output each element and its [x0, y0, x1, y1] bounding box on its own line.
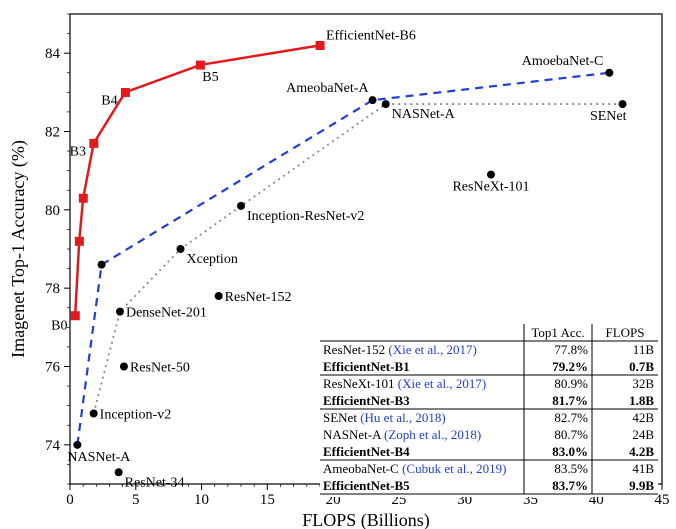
table-cell-acc: 79.2%	[552, 359, 588, 374]
point-Inception-v2	[90, 410, 98, 418]
point-SENet	[619, 100, 627, 108]
point-AmeobaNet-A	[369, 96, 377, 104]
x-axis-title: FLOPS (Billions)	[302, 510, 430, 529]
point-ResNet-152	[215, 292, 223, 300]
table-cell-flops: 41B	[632, 461, 654, 476]
table-cell-flops: 11B	[633, 342, 655, 357]
point-DenseNet-201	[116, 308, 124, 316]
svg-text:78: 78	[45, 281, 60, 297]
table-cell-acc: 83.7%	[552, 478, 588, 493]
point-label-ResNet-34: ResNet-34	[125, 475, 185, 490]
table-cell-flops: 4.2B	[629, 444, 654, 459]
point-Inception-ResNet-v2	[237, 202, 245, 210]
point-label-AmeobaNet-A: AmeobaNet-A	[286, 81, 369, 96]
point-B4	[121, 88, 129, 96]
svg-text:76: 76	[45, 360, 61, 376]
point-NASNet-A-large	[382, 100, 390, 108]
point-label-Inception-ResNet-v2: Inception-ResNet-v2	[247, 209, 364, 224]
svg-text:15: 15	[260, 492, 275, 508]
point-B6	[316, 41, 324, 49]
point-Xception	[177, 245, 185, 253]
table-cell-flops: 32B	[632, 376, 654, 391]
point-label-SENet: SENet	[590, 109, 627, 124]
point-label-Xception: Xception	[187, 252, 238, 267]
point-label-B6: EfficientNet-B6	[326, 28, 416, 43]
chart-container: 051015202530354045747678808284FLOPS (Bil…	[0, 0, 676, 529]
table-cell-name: EfficientNet-B5	[323, 478, 410, 493]
point-B2	[79, 194, 87, 202]
point-B1	[75, 237, 83, 245]
point-label-AmoebaNet-C: AmoebaNet-C	[522, 54, 604, 69]
table-cell-name: NASNet-A (Zoph et al., 2018)	[323, 427, 481, 442]
svg-text:10: 10	[194, 492, 209, 508]
point-ResNeXt-101	[487, 171, 495, 179]
svg-text:82: 82	[45, 125, 60, 141]
table-header-acc: Top1 Acc.	[531, 325, 584, 340]
point-B5	[196, 61, 204, 69]
table-cell-acc: 80.7%	[554, 427, 588, 442]
point-B0	[71, 312, 79, 320]
point-AmoebaNet-C	[605, 69, 613, 77]
point-label-DenseNet-201: DenseNet-201	[126, 306, 207, 321]
table-cell-name: SENet (Hu et al., 2018)	[323, 410, 446, 425]
point-ResNet-34	[115, 468, 123, 476]
table-cell-acc: 82.7%	[554, 410, 588, 425]
point-label-ResNeXt-101: ResNeXt-101	[452, 180, 529, 195]
y-axis-title: Imagenet Top-1 Accuracy (%)	[8, 140, 29, 358]
point-label-ResNet-50: ResNet-50	[130, 361, 190, 376]
svg-text:74: 74	[45, 438, 61, 454]
point-blue-2	[98, 261, 106, 269]
table-cell-name: ResNeXt-101 (Xie et al., 2017)	[323, 376, 486, 391]
table-cell-flops: 1.8B	[629, 393, 654, 408]
table-cell-flops: 24B	[632, 427, 654, 442]
point-label-NASNet-A-small: NASNet-A	[67, 450, 131, 465]
point-label-NASNet-A-large: NASNet-A	[392, 107, 456, 122]
table-cell-acc: 83.5%	[554, 461, 588, 476]
table-cell-acc: 77.8%	[554, 342, 588, 357]
point-label-B5: B5	[202, 70, 218, 85]
point-label-B3: B3	[70, 144, 86, 159]
svg-text:0: 0	[66, 492, 74, 508]
svg-text:80: 80	[45, 203, 60, 219]
table-cell-name: ResNet-152 (Xie et al., 2017)	[323, 342, 477, 357]
svg-text:84: 84	[45, 46, 61, 62]
chart-svg: 051015202530354045747678808284FLOPS (Bil…	[0, 0, 676, 529]
svg-text:5: 5	[132, 492, 140, 508]
point-label-ResNet-152: ResNet-152	[225, 290, 292, 305]
table-cell-name: AmeobaNet-C (Cubuk et al., 2019)	[323, 461, 506, 476]
table-cell-acc: 80.9%	[554, 376, 588, 391]
point-label-B4: B4	[101, 93, 117, 108]
table-cell-flops: 0.7B	[629, 359, 654, 374]
table-cell-name: EfficientNet-B1	[323, 359, 410, 374]
point-NASNet-A-small	[73, 441, 81, 449]
table-cell-name: EfficientNet-B4	[323, 444, 410, 459]
point-label-B0: B0	[51, 319, 67, 334]
point-B3	[90, 139, 98, 147]
point-label-Inception-v2: Inception-v2	[100, 408, 172, 423]
table-header-flops: FLOPS	[605, 325, 644, 340]
table-cell-flops: 9.9B	[629, 478, 654, 493]
point-ResNet-50	[120, 363, 128, 371]
table-cell-acc: 83.0%	[552, 444, 588, 459]
table-cell-flops: 42B	[632, 410, 654, 425]
table-cell-name: EfficientNet-B3	[323, 393, 410, 408]
table-cell-acc: 81.7%	[552, 393, 588, 408]
